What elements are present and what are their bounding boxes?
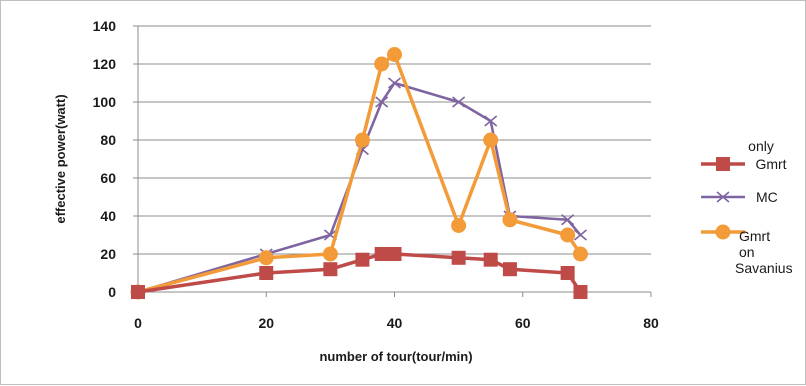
x-tick-label: 60 xyxy=(515,315,531,331)
y-tick-label: 60 xyxy=(100,170,116,186)
legend-label: MC xyxy=(756,189,778,205)
legend-marker xyxy=(716,157,730,171)
data-point xyxy=(502,262,517,277)
x-marker-stroke xyxy=(387,77,402,89)
legend-item-mc: MC xyxy=(701,189,778,205)
x-marker-stroke xyxy=(375,96,389,108)
series-only-gmrt xyxy=(131,247,588,299)
data-point xyxy=(560,266,575,280)
data-point xyxy=(374,247,389,261)
data-point xyxy=(483,132,499,148)
legend-label: only xyxy=(748,138,774,154)
legend-label: Gmrt xyxy=(755,156,786,172)
x-marker-stroke xyxy=(484,115,498,127)
data-point xyxy=(451,218,467,233)
y-tick-label: 140 xyxy=(93,18,117,34)
y-tick-label: 20 xyxy=(100,246,116,262)
legend-marker xyxy=(715,224,731,240)
data-point xyxy=(572,246,588,262)
data-point xyxy=(502,212,518,228)
y-tick-labels: 0 20 40 60 80 100 120 140 xyxy=(93,18,117,300)
y-tick-label: 100 xyxy=(93,94,117,110)
x-tick-label: 0 xyxy=(134,315,142,331)
data-point xyxy=(484,115,498,127)
x-tick-label: 20 xyxy=(258,315,274,331)
data-point xyxy=(375,96,389,108)
gridlines xyxy=(138,25,651,255)
data-point xyxy=(354,132,370,148)
data-point xyxy=(573,229,587,241)
data-point xyxy=(258,250,274,266)
legend-label: Gmrt xyxy=(739,228,770,244)
series-layer xyxy=(130,47,588,300)
data-point xyxy=(561,214,575,226)
y-tick-label: 0 xyxy=(108,284,116,300)
data-point xyxy=(323,262,338,277)
data-point xyxy=(355,252,370,267)
y-tick-label: 40 xyxy=(100,208,116,224)
legend-item-only-gmrt: only Gmrt xyxy=(701,138,787,172)
x-marker-stroke xyxy=(561,214,575,226)
data-point xyxy=(374,56,390,72)
x-tick-label: 40 xyxy=(387,315,403,331)
data-point xyxy=(451,250,466,265)
data-point xyxy=(259,266,274,280)
x-marker-stroke xyxy=(452,96,466,108)
y-tick-label: 120 xyxy=(93,56,117,72)
y-tick-label: 80 xyxy=(100,132,116,148)
data-point xyxy=(387,47,402,62)
data-point xyxy=(573,285,588,299)
data-point xyxy=(387,77,402,89)
data-point xyxy=(322,246,338,262)
x-tick-labels: 0 20 40 60 80 xyxy=(134,315,659,331)
x-marker-stroke xyxy=(573,229,587,241)
data-point xyxy=(387,247,402,261)
data-point xyxy=(131,285,145,299)
y-axis-title: effective power(watt) xyxy=(53,94,68,223)
legend-marker xyxy=(716,191,730,203)
legend-label: on xyxy=(739,244,755,260)
x-tick-label: 80 xyxy=(643,315,659,331)
data-point xyxy=(483,252,498,267)
data-point xyxy=(452,96,466,108)
x-marker-stroke xyxy=(323,229,337,241)
x-axis-title: number of tour(tour/min) xyxy=(319,349,472,364)
legend-label: Savanius xyxy=(735,260,793,276)
data-point xyxy=(560,227,576,243)
x-marker-stroke xyxy=(716,191,730,203)
